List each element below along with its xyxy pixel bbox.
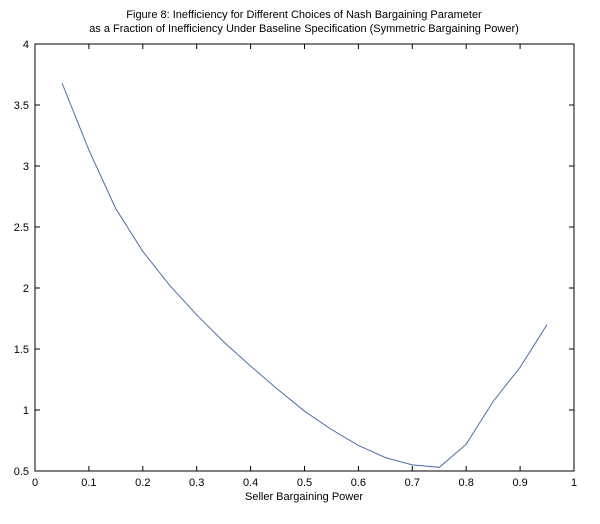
x-tick-label: 0.3 [189,477,204,489]
chart-title-line-2: as a Fraction of Inefficiency Under Base… [89,23,519,35]
x-tick-label: 0.6 [351,477,366,489]
y-axis-ticks: 0.5 1 1.5 2 2.5 3 3.5 4 [14,39,574,478]
x-tick-label: 0.4 [243,477,258,489]
y-tick-label: 2 [23,283,29,295]
x-tick-label: 0 [32,477,38,489]
x-tick-label: 0.7 [405,477,420,489]
x-tick-label: 0.2 [135,477,150,489]
y-tick-label: 0.5 [14,466,29,478]
y-tick-label: 3.5 [14,100,29,112]
y-tick-label: 2.5 [14,222,29,234]
x-axis-label: Seller Bargaining Power [245,491,363,503]
x-tick-label: 0.1 [81,477,96,489]
chart-title-line-1: Figure 8: Inefficiency for Different Cho… [126,9,482,21]
x-tick-label: 0.8 [459,477,474,489]
x-tick-label: 0.9 [512,477,527,489]
y-tick-label: 1 [23,405,29,417]
plot-area [34,43,575,472]
x-tick-label: 1 [571,477,577,489]
y-tick-label: 4 [23,39,29,51]
y-tick-label: 3 [23,161,29,173]
x-axis-ticks: 0 0.1 0.2 0.3 0.4 0.5 0.6 0.7 0.8 0.9 1 [32,44,577,489]
x-tick-label: 0.5 [297,477,312,489]
y-tick-label: 1.5 [14,344,29,356]
series-layer [61,82,548,468]
series-line [61,82,548,468]
